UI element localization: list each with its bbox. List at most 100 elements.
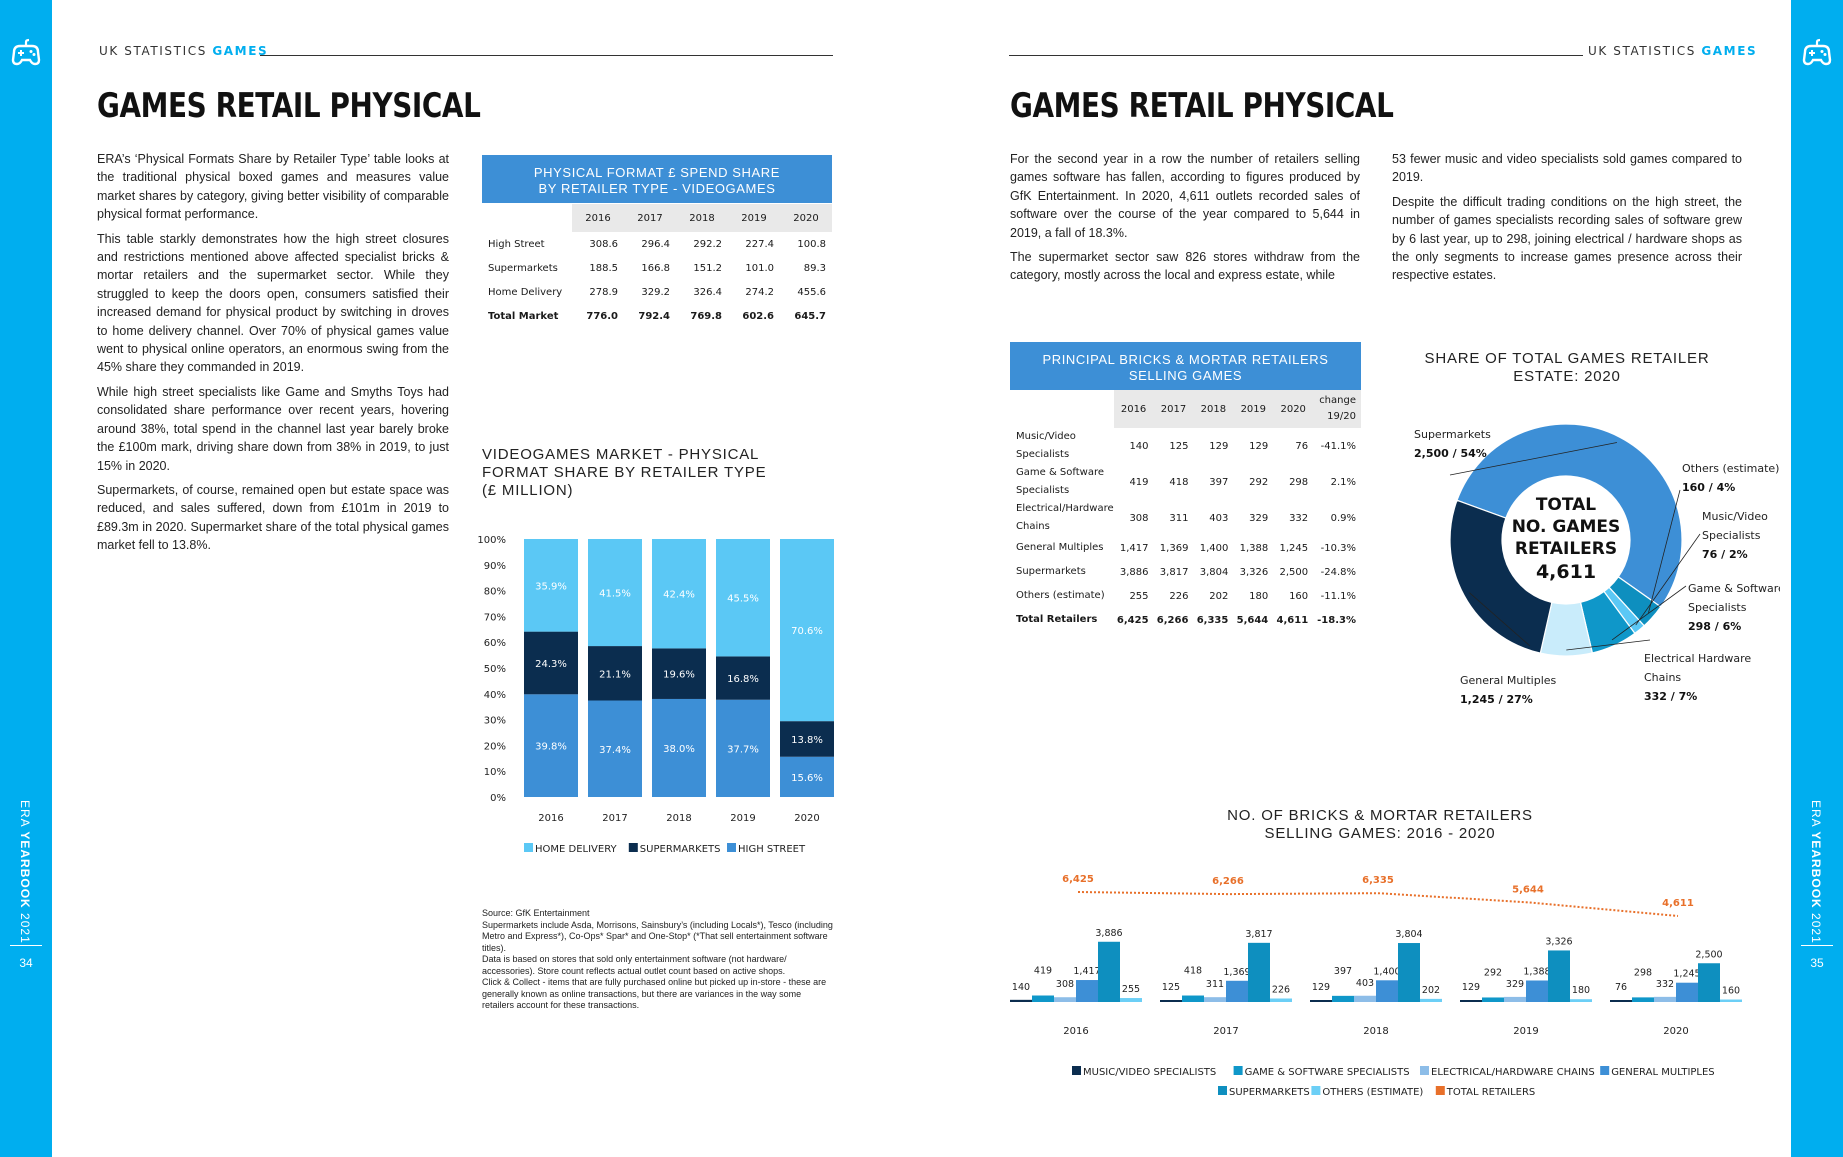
bar: [1548, 950, 1570, 1002]
y-tick-label: 10%: [484, 767, 506, 778]
bar: [1720, 999, 1742, 1002]
bar: [1226, 980, 1248, 1002]
bar: [1676, 982, 1698, 1002]
x-tick-label: 2018: [666, 813, 691, 824]
legend-swatch: [1072, 1066, 1081, 1075]
table-row-total: Total Retailers 6,425 6,266 6,335 5,644 …: [1016, 614, 1356, 626]
data-label: 129: [1312, 982, 1330, 993]
line-data-label: 6,425: [1062, 874, 1094, 885]
legend-label: HIGH STREET: [738, 844, 806, 855]
table-row: Home Delivery 278.9 329.2 326.4 274.2 45…: [488, 286, 826, 298]
paragraph: The supermarket sector saw 826 stores wi…: [1010, 250, 1360, 283]
bar-segment: [524, 539, 578, 632]
donut-center-value: 4,611: [1536, 561, 1596, 583]
data-label: 1,245: [1673, 969, 1700, 980]
bar: [1120, 998, 1142, 1002]
spend-table-heading: PHYSICAL FORMAT £ SPEND SHARE BY RETAILE…: [482, 155, 832, 203]
bar-segment: [716, 656, 770, 700]
slice-value: 2,500 / 54%: [1414, 447, 1487, 460]
paragraph: 53 fewer music and video specialists sol…: [1392, 152, 1742, 185]
data-label: 308: [1056, 979, 1074, 990]
bar: [1032, 995, 1054, 1002]
y-tick-label: 100%: [477, 535, 506, 546]
legend-label: GENERAL MULTIPLES: [1611, 1067, 1714, 1078]
bar-segment: [524, 631, 578, 695]
legend-swatch: [628, 843, 638, 852]
data-label: 329: [1506, 979, 1524, 990]
slice-label: General Multiples: [1460, 674, 1557, 687]
data-label: 1,417: [1073, 966, 1100, 977]
bar-segment: [780, 756, 834, 797]
table-row: Supermarkets 3,886 3,817 3,804 3,326 2,5…: [1016, 566, 1356, 578]
section-header: UK STATISTICS GAMES: [1588, 44, 1758, 58]
line-data-label: 6,266: [1212, 876, 1244, 887]
y-tick-label: 50%: [484, 664, 506, 675]
bar: [1632, 997, 1654, 1002]
legend-label: SUPERMARKETS: [1229, 1087, 1310, 1098]
gamepad-icon: [1802, 38, 1832, 66]
y-tick-label: 60%: [484, 638, 506, 649]
bar: [1460, 1000, 1482, 1002]
slice-value: 1,245 / 27%: [1460, 693, 1533, 706]
sidebar-divider: [10, 945, 42, 946]
section-header: UK STATISTICS GAMES: [99, 44, 269, 58]
slice-label: Chains: [1644, 671, 1681, 684]
bar: [1248, 942, 1270, 1002]
share-chart-title: VIDEOGAMES MARKET - PHYSICAL FORMAT SHAR…: [482, 446, 767, 499]
table-row: General Multiples 1,417 1,369 1,400 1,38…: [1016, 542, 1356, 554]
data-label: 19.6%: [663, 670, 695, 681]
table-row: Supermarkets 188.5 166.8 151.2 101.0 89.…: [488, 262, 826, 274]
bar: [1182, 995, 1204, 1002]
data-label: 403: [1356, 978, 1374, 989]
slice-label: Music/Video: [1702, 510, 1768, 523]
legend-label: OTHERS (ESTIMATE): [1322, 1087, 1423, 1098]
data-label: 202: [1422, 985, 1440, 996]
bar: [1076, 980, 1098, 1002]
data-label: 41.5%: [599, 589, 631, 600]
legend-swatch: [727, 843, 736, 852]
bar: [1310, 1000, 1332, 1002]
donut-slice: [1456, 423, 1683, 608]
data-label: 125: [1162, 982, 1180, 993]
source-notes: Source: GfK Entertainment Supermarkets i…: [482, 908, 833, 1010]
data-label: 45.5%: [727, 594, 759, 605]
leader-line: [1566, 639, 1651, 651]
leader-line: [1449, 442, 1618, 476]
leader-line: [1611, 585, 1687, 641]
body-column-1: For the second year in a row the number …: [1010, 150, 1360, 291]
retailers-table: 2016 2017 2018 2019 2020 change 19/20 Mus…: [1010, 390, 1361, 632]
data-label: 3,326: [1545, 936, 1572, 947]
data-label: 1,400: [1373, 966, 1400, 977]
bar-segment: [524, 694, 578, 797]
retailers-bar-chart-title: NO. OF BRICKS & MORTAR RETAILERS SELLING…: [1227, 807, 1533, 842]
slice-value: 160 / 4%: [1682, 481, 1735, 494]
slice-label: Specialists: [1702, 529, 1761, 542]
page-number: 34: [19, 956, 33, 970]
line-data-label: 6,335: [1362, 875, 1394, 886]
leader-line: [1648, 489, 1681, 613]
bar-segment: [780, 721, 834, 757]
bar: [1610, 1000, 1632, 1002]
legend-swatch: [1600, 1066, 1610, 1075]
gamepad-icon: [11, 38, 41, 66]
legend-swatch: [1218, 1086, 1227, 1095]
legend-label: MUSIC/VIDEO SPECIALISTS: [1083, 1067, 1216, 1078]
legend-swatch: [1420, 1066, 1429, 1075]
legend-label: TOTAL RETAILERS: [1446, 1087, 1535, 1098]
table-row: Electrical/Hardware Chains 308 311 403 32…: [1016, 503, 1356, 532]
bar: [1504, 996, 1526, 1002]
bar: [1054, 997, 1076, 1002]
data-label: 311: [1206, 979, 1224, 990]
data-label: 3,817: [1245, 929, 1272, 940]
x-tick-label: 2016: [538, 813, 563, 824]
bar-segment: [588, 700, 642, 797]
header-rule: [260, 55, 833, 56]
table-row: Others (estimate) 255 226 202 180 160 -1…: [1016, 590, 1356, 602]
donut-center-label: NO. GAMES: [1512, 517, 1621, 537]
header-rule: [1009, 55, 1583, 56]
donut-chart-title: SHARE OF TOTAL GAMES RETAILER ESTATE: 20…: [1424, 350, 1710, 385]
data-label: 70.6%: [791, 626, 823, 637]
intro-text: ERA’s ‘Physical Formats Share by Retaile…: [97, 150, 449, 561]
sidebar-divider: [1801, 945, 1833, 946]
data-label: 16.8%: [727, 674, 759, 685]
